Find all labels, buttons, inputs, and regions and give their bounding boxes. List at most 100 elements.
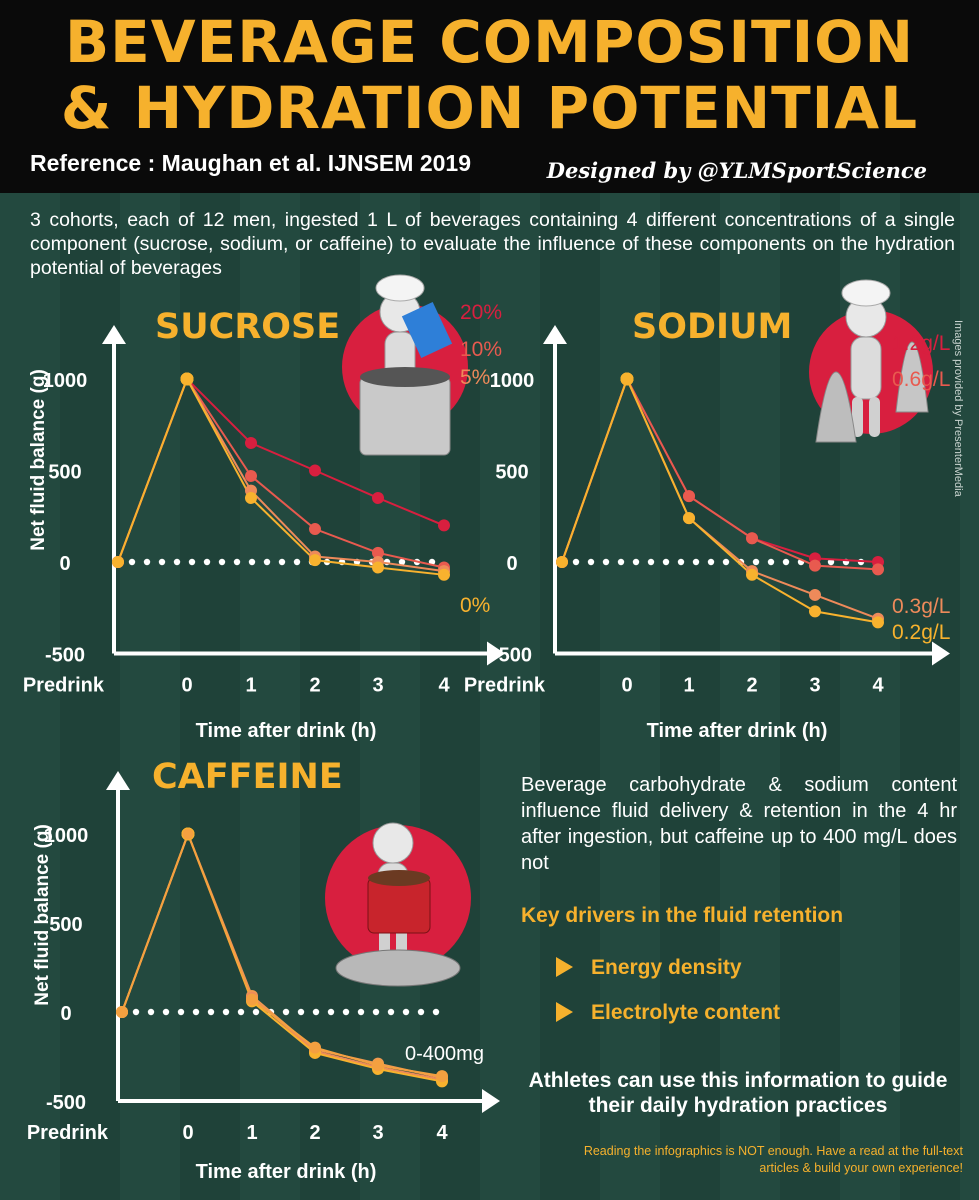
- sodium-data-point: [809, 559, 821, 572]
- sucrose-x-tick-label: 1: [245, 675, 256, 697]
- sucrose-zero-line-dot: [188, 558, 196, 566]
- play-arrow-icon: [556, 957, 573, 977]
- sodium-y-tick-label: 1000: [490, 370, 535, 392]
- sodium-data-point: [683, 490, 695, 503]
- sodium-zero-line-dot: [587, 558, 595, 566]
- sucrose-zero-line-dot: [368, 558, 376, 566]
- caffeine-data-point: [309, 1045, 321, 1058]
- caffeine-zero-line-dot: [417, 1008, 425, 1016]
- sodium-data-point: [620, 372, 634, 386]
- sodium-data-point: [746, 568, 758, 581]
- summary-text: Beverage carbohydrate & sodium content i…: [521, 774, 957, 874]
- caffeine-data-point: [246, 991, 258, 1004]
- sucrose-zero-line-dot: [128, 558, 136, 566]
- caffeine-chart-title: CAFFEINE: [152, 757, 343, 797]
- footnote-text: Reading the infographics is NOT enough. …: [583, 1144, 963, 1175]
- caffeine-data-point: [246, 993, 258, 1006]
- sodium-zero-line-dot: [812, 558, 820, 566]
- sodium-zero-line-dot: [572, 558, 580, 566]
- sodium-figure-icon: [815, 279, 929, 443]
- sucrose-x-tick-label: 4: [438, 675, 450, 697]
- sucrose-x-axis-arrow-icon: [487, 641, 505, 666]
- reference-text: Reference : Maughan et al. IJNSEM 2019: [30, 150, 471, 176]
- sodium-data-point: [872, 556, 884, 568]
- sucrose-data-point: [438, 519, 450, 532]
- sodium-y-tick-label: 500: [495, 462, 528, 484]
- sodium-series-label: 0.6g/L: [892, 368, 950, 391]
- sodium-x-tick-label: 0: [621, 675, 632, 697]
- sodium-data-point: [556, 556, 568, 568]
- sodium-y-tick-label: -500: [492, 645, 532, 667]
- sucrose-y-tick-label: 1000: [43, 370, 88, 392]
- sucrose-data-point: [309, 550, 321, 563]
- sucrose-figure-icon: [359, 274, 453, 456]
- caffeine-data-point: [181, 827, 195, 841]
- drivers-title: Key drivers in the fluid retention: [521, 904, 844, 927]
- driver-item-energy-density: Energy density: [556, 956, 742, 980]
- sodium-data-point: [683, 512, 695, 525]
- caffeine-data-point: [436, 1075, 448, 1088]
- caffeine-y-axis-arrow-icon: [106, 771, 130, 790]
- sodium-x-tick-label: 2: [746, 675, 757, 697]
- caffeine-zero-line-dot: [387, 1008, 395, 1016]
- sucrose-zero-line-dot: [248, 558, 256, 566]
- caffeine-data-point: [436, 1070, 448, 1083]
- sodium-x-tick-label: Predrink: [464, 675, 546, 697]
- caffeine-zero-line-dot: [162, 1008, 170, 1016]
- sucrose-data-point: [309, 523, 321, 536]
- caffeine-y-tick-label: 500: [49, 914, 82, 936]
- sodium-data-point: [872, 612, 884, 625]
- sucrose-zero-line-dot: [398, 558, 406, 566]
- caffeine-y-tick-label: 0: [60, 1003, 71, 1025]
- sodium-data-point: [872, 616, 884, 629]
- driver-label: Electrolyte content: [591, 1001, 781, 1024]
- caffeine-x-axis-arrow-icon: [482, 1089, 500, 1113]
- sucrose-series-line: [117, 376, 445, 576]
- caffeine-data-point: [436, 1071, 448, 1084]
- sodium-zero-line-dot: [632, 558, 640, 566]
- title-line-1: BEVERAGE COMPOSITION: [64, 8, 915, 76]
- sucrose-y-tick-label: 0: [59, 553, 70, 575]
- sucrose-data-point: [372, 491, 384, 504]
- designer-credit: Designed by @YLMSportScience: [546, 158, 927, 183]
- caffeine-data-point: [116, 1006, 128, 1018]
- sodium-data-point: [746, 565, 758, 578]
- sodium-data-point: [809, 588, 821, 601]
- sodium-zero-line-dot: [707, 558, 715, 566]
- sucrose-zero-line-dot: [428, 558, 436, 566]
- caffeine-zero-line-dot: [402, 1008, 410, 1016]
- sucrose-zero-line-dot: [278, 558, 286, 566]
- sodium-zero-line-dot: [782, 558, 790, 566]
- sucrose-series-label: 5%: [460, 366, 490, 389]
- sucrose-series-label: 20%: [460, 301, 502, 324]
- sodium-series-label: 0.2g/L: [892, 621, 950, 644]
- caffeine-illustration-circle-icon: [325, 825, 471, 971]
- caffeine-zero-line-dot: [147, 1008, 155, 1016]
- sucrose-data-point: [245, 491, 257, 504]
- sodium-series-label: 0.3g/L: [892, 595, 950, 618]
- sodium-zero-line-dot: [662, 558, 670, 566]
- sucrose-data-point: [438, 568, 450, 581]
- sodium-zero-line-dot: [797, 558, 805, 566]
- caffeine-zero-line-dot: [132, 1008, 140, 1016]
- caffeine-x-tick-label: 4: [436, 1122, 448, 1144]
- driver-label: Energy density: [591, 956, 742, 979]
- caffeine-data-point: [309, 1046, 321, 1059]
- sodium-zero-line-dot: [677, 558, 685, 566]
- caffeine-data-point: [372, 1057, 384, 1070]
- sucrose-zero-line-dot: [173, 558, 181, 566]
- sucrose-data-point: [245, 469, 257, 482]
- caffeine-data-point: [181, 827, 195, 841]
- sucrose-series-line: [117, 376, 445, 573]
- header-banner: BEVERAGE COMPOSITION & HYDRATION POTENTI…: [0, 0, 979, 193]
- sucrose-data-point: [245, 437, 257, 450]
- sucrose-zero-line-dot: [353, 558, 361, 566]
- caffeine-data-point: [246, 989, 258, 1002]
- sodium-chart-title: SODIUM: [632, 307, 792, 347]
- sodium-y-tick-label: 0: [506, 553, 517, 575]
- sucrose-data-point: [180, 372, 194, 386]
- sucrose-x-tick-label: 3: [372, 675, 383, 697]
- sodium-zero-line-dot: [737, 558, 745, 566]
- caffeine-series-label: 0-400mg: [405, 1043, 484, 1065]
- sucrose-data-point: [112, 556, 124, 568]
